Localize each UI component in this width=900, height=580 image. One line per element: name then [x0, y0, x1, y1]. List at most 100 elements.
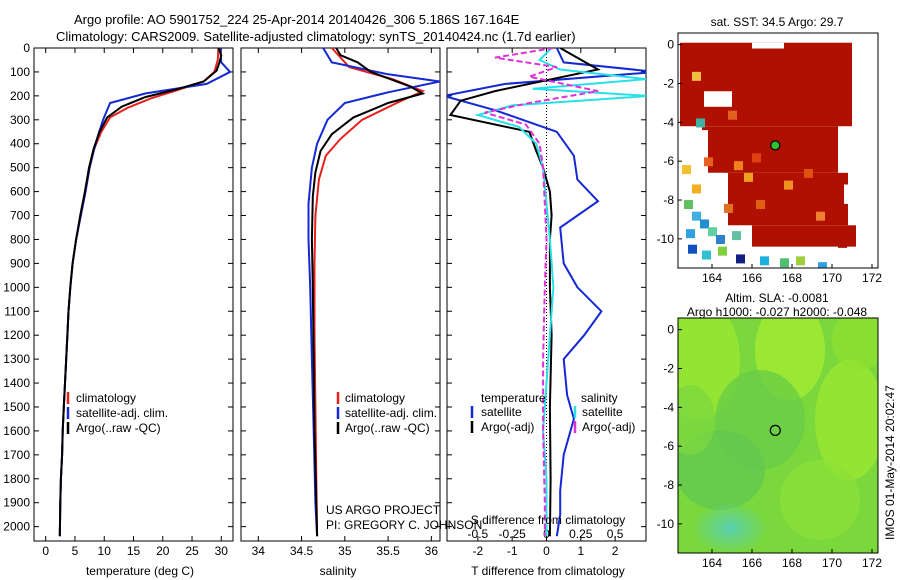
y-tick-label: 600: [10, 185, 30, 199]
sst-cell: [736, 254, 745, 264]
map-y-tick-label: -10: [657, 517, 675, 531]
figure-title-line-2: Climatology: CARS2009. Satellite-adjuste…: [56, 29, 576, 44]
map-y-tick-label: -4: [663, 400, 674, 414]
y-tick-label: 500: [10, 161, 30, 175]
sst-cell: [692, 71, 701, 81]
map-x-tick-label: 172: [862, 556, 882, 570]
s-difference-axis-label: S difference from climatology: [471, 513, 626, 527]
sst-cell: [732, 231, 741, 241]
sla-low-patch: [692, 502, 768, 553]
y-tick-label: 1100: [4, 304, 30, 318]
s-difference-tick-label: -0.5: [468, 527, 489, 541]
y-tick-label: 400: [10, 137, 30, 151]
sst-cell: [702, 250, 711, 260]
sla-map: [678, 318, 878, 553]
sst-cell: [752, 153, 761, 163]
sst-cell-block: [680, 42, 852, 127]
temperature-legend: climatology satellite-adj. clim. Argo(..…: [66, 391, 168, 435]
legend-label-argo: Argo(..raw -QC): [76, 421, 161, 435]
x-tick-label: 34: [252, 544, 266, 558]
sst-cell: [816, 211, 825, 221]
sst-cell: [756, 200, 765, 210]
salinity-plot-frame: [240, 47, 441, 542]
salinity-axis-label: salinity: [320, 564, 357, 578]
x-tick-label: -1: [507, 544, 518, 558]
sla-map-subtitle: Argo h1000: -0.027 h2000: -0.048: [687, 305, 867, 319]
sst-map-axes: 164 166 168 170 172 0 -2 -4 -6 -8 -10: [657, 38, 883, 285]
x-tick-label: 34.5: [290, 544, 314, 558]
map-y-tick-label: 0: [667, 38, 674, 52]
series-line-satellite-adj-clim-: [307, 48, 440, 537]
series-line-climatology: [313, 48, 426, 537]
project-annotation: US ARGO PROJECT: [326, 503, 441, 517]
sla-patch: [815, 360, 878, 480]
map-y-tick-label: 0: [667, 323, 674, 337]
map-x-tick-label: 170: [822, 556, 842, 570]
y-tick-label: 1900: [3, 496, 30, 510]
map-x-tick-label: 168: [782, 556, 802, 570]
y-tick-label: 100: [10, 65, 30, 79]
map-x-tick-label: 164: [702, 271, 722, 285]
sst-cell: [796, 256, 805, 266]
sst-cell-block: [752, 225, 856, 247]
y-tick-label: 1500: [3, 400, 30, 414]
y-tick-label: 1300: [3, 352, 30, 366]
x-tick-label: 5: [72, 544, 79, 558]
map-y-tick-label: -8: [663, 193, 674, 207]
sst-cell: [784, 180, 793, 190]
y-tick-label: 300: [10, 113, 30, 127]
map-x-tick-label: 168: [782, 271, 802, 285]
series-line-salinity-argo-adj-: [484, 48, 599, 537]
map-y-tick-label: -6: [663, 154, 674, 168]
sst-cell: [692, 184, 701, 194]
series-line-climatology: [58, 48, 220, 537]
sst-cell: [760, 256, 769, 266]
x-tick-label: 36: [425, 544, 439, 558]
y-tick-label: 900: [10, 256, 30, 270]
y-tick-label: 1400: [3, 376, 30, 390]
series-line-temperature-argo-adj-: [448, 48, 601, 537]
legend-label-argo: Argo(..raw -QC): [345, 421, 430, 435]
map-y-tick-label: -10: [657, 232, 675, 246]
sst-gap: [752, 42, 784, 49]
sst-cell: [838, 238, 847, 248]
x-tick-label: 10: [98, 544, 112, 558]
sst-cell: [704, 157, 713, 167]
figure-title-line-1: Argo profile: AO 5901752_224 25-Apr-2014…: [74, 12, 520, 27]
x-tick-label: 15: [127, 544, 141, 558]
map-x-tick-label: 164: [702, 556, 722, 570]
temperature-axis-label: temperature (deg C): [86, 564, 194, 578]
x-tick-label: 1: [577, 544, 584, 558]
y-tick-label: 0: [23, 41, 30, 55]
t-difference-axis-label: T difference from climatology: [471, 564, 625, 578]
sst-cell: [700, 219, 709, 229]
legend-label-climatology: climatology: [76, 391, 136, 405]
temperature-plot: 0 5 10 15 20 25 300100200300400500600700800900…: [3, 41, 233, 558]
x-tick-label: 35.5: [376, 544, 400, 558]
salinity-plot: 34 34.5 35 35.5 36: [241, 47, 440, 558]
x-tick-label: 2: [612, 544, 619, 558]
y-tick-label: 200: [10, 89, 30, 103]
x-tick-label: 0: [543, 544, 550, 558]
sst-cell: [708, 227, 717, 237]
map-x-tick-label: 166: [742, 271, 762, 285]
legend-heading-salinity: salinity: [581, 391, 618, 405]
sst-cell: [684, 200, 693, 210]
x-tick-label: 0: [42, 544, 49, 558]
legend-heading-temperature: temperature: [481, 391, 546, 405]
map-x-tick-label: 166: [742, 556, 762, 570]
x-tick-label: 20: [156, 544, 170, 558]
y-tick-label: 1800: [3, 472, 30, 486]
sst-cell: [686, 229, 695, 239]
series-line-satellite-adj-clim-: [58, 48, 232, 537]
series-line-argo-raw-qc-: [58, 48, 223, 537]
map-y-tick-label: -4: [663, 115, 674, 129]
map-x-tick-label: 172: [862, 271, 882, 285]
sst-cell: [734, 161, 743, 171]
y-tick-label: 800: [10, 232, 30, 246]
map-y-tick-label: -2: [663, 361, 674, 375]
sla-map-frame: [677, 317, 879, 554]
map-x-tick-label: 170: [822, 271, 842, 285]
